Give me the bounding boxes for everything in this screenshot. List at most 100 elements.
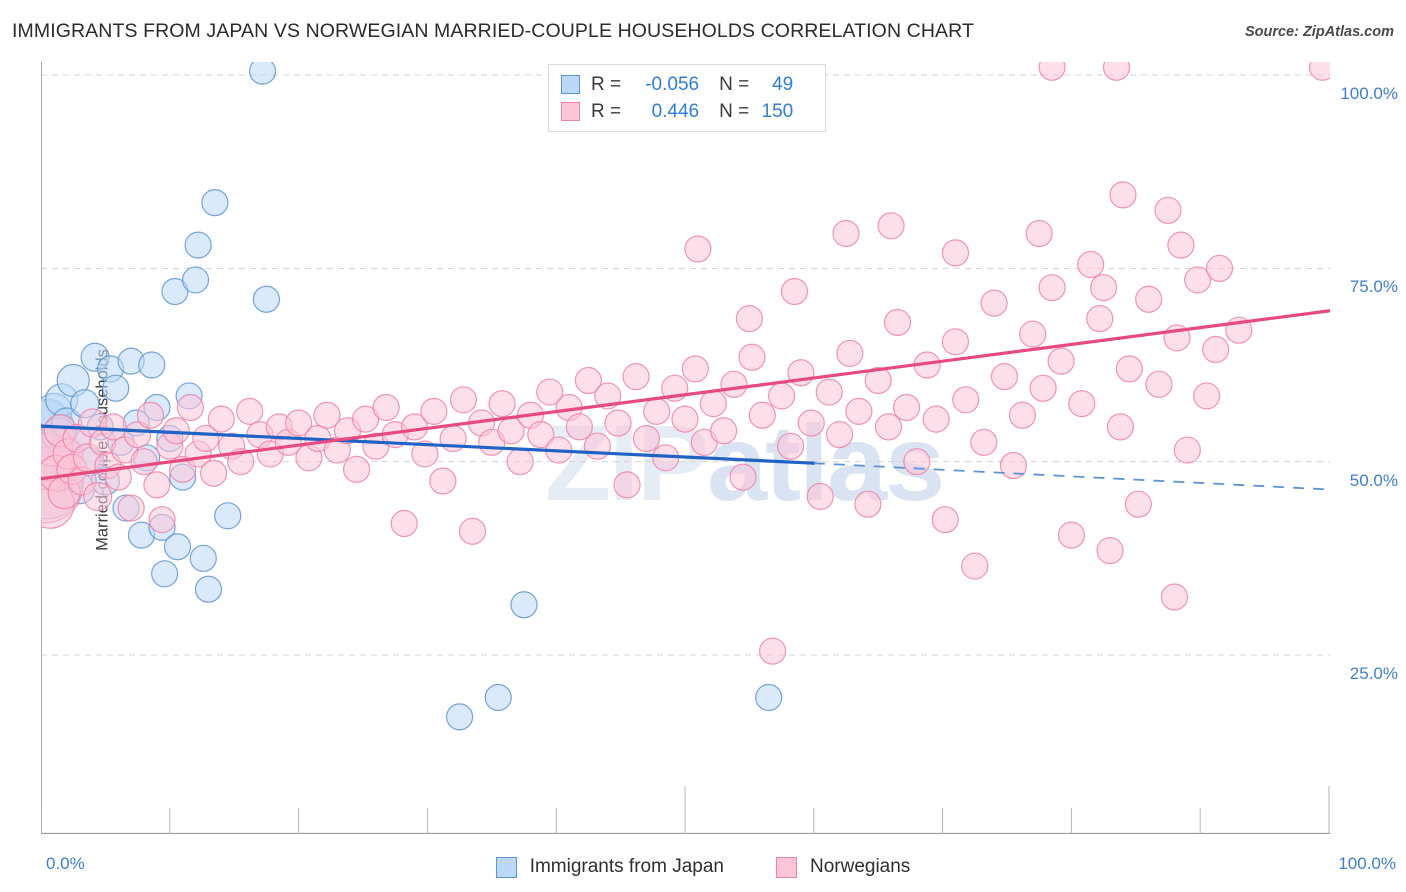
data-point — [130, 448, 158, 476]
data-point — [836, 339, 864, 367]
data-point — [941, 328, 970, 356]
data-point — [1089, 274, 1118, 302]
series-label-japan: Immigrants from Japan — [529, 856, 724, 877]
data-point — [176, 393, 205, 422]
data-point — [1047, 347, 1075, 375]
data-point — [194, 575, 223, 603]
data-point — [1109, 181, 1137, 209]
data-point — [710, 417, 738, 445]
series-swatch-pink-icon — [775, 856, 797, 878]
r-value-japan: -0.056 — [645, 73, 700, 95]
stats-legend-row-japan: R = -0.056 N = 49 — [561, 71, 815, 98]
y-axis-title-wrap: Married-couple Households — [10, 330, 111, 570]
data-point — [1115, 355, 1143, 383]
data-point — [797, 409, 825, 437]
data-point — [510, 591, 538, 619]
data-point — [411, 440, 439, 468]
data-point — [720, 370, 748, 398]
data-point — [458, 517, 487, 545]
data-point — [214, 502, 242, 530]
data-point — [1106, 413, 1134, 441]
data-point — [313, 401, 341, 429]
data-point — [877, 212, 905, 240]
data-point — [999, 451, 1028, 480]
y-axis-tick-100: 100.0% — [1340, 84, 1398, 103]
data-point — [351, 405, 380, 433]
data-point — [1205, 254, 1234, 282]
data-point — [1154, 196, 1182, 224]
data-point — [99, 413, 127, 441]
data-point — [252, 285, 280, 313]
data-point — [604, 409, 632, 437]
data-point — [1086, 305, 1114, 333]
series-legend-item-japan[interactable]: Immigrants from Japan — [495, 856, 724, 878]
data-point — [825, 421, 854, 449]
data-point — [192, 424, 220, 453]
data-point — [527, 421, 555, 449]
data-point — [892, 393, 921, 422]
data-point — [941, 239, 970, 267]
data-point — [1160, 583, 1189, 611]
data-point — [1096, 537, 1124, 565]
data-point — [671, 405, 699, 433]
data-point — [429, 467, 457, 495]
data-point — [1173, 436, 1201, 464]
data-point — [1167, 231, 1195, 259]
data-point — [1008, 401, 1037, 429]
data-point — [446, 703, 474, 731]
y-axis-tick-50: 50.0% — [1349, 470, 1398, 490]
trend-line-japan — [41, 424, 816, 465]
data-point — [1124, 490, 1152, 518]
data-point — [163, 533, 192, 561]
n-label-japan: N = — [719, 73, 750, 95]
data-point — [449, 386, 478, 414]
y-axis-tick-25: 25.0% — [1349, 664, 1398, 683]
stats-legend: R = -0.056 N = 49 R = 0.446 N = 150 — [548, 64, 826, 132]
data-point — [1184, 266, 1212, 294]
trend-line-japan-extrapolated — [813, 462, 1330, 491]
data-point — [755, 683, 783, 712]
data-point — [390, 509, 418, 538]
data-point — [148, 506, 176, 534]
data-point — [420, 397, 448, 425]
data-point — [1308, 62, 1330, 81]
data-point — [123, 421, 152, 449]
data-point — [136, 401, 165, 429]
data-point — [189, 544, 217, 572]
r-label-japan: R = — [591, 73, 622, 95]
data-point — [729, 463, 757, 491]
r-value-norwegians: 0.446 — [651, 100, 700, 122]
data-point — [903, 448, 931, 476]
data-point — [1029, 374, 1057, 402]
page-title: IMMIGRANTS FROM JAPAN VS NORWEGIAN MARRI… — [12, 20, 974, 42]
data-point — [767, 382, 796, 410]
data-point — [1135, 285, 1163, 313]
data-point — [1038, 274, 1066, 302]
data-point — [980, 289, 1008, 317]
data-point — [699, 390, 727, 418]
data-point — [342, 455, 371, 483]
data-point — [285, 409, 313, 437]
data-point — [735, 305, 764, 333]
series-points-norwegians — [41, 62, 1330, 665]
data-point — [632, 424, 660, 453]
data-point — [970, 428, 998, 456]
data-point — [83, 481, 113, 512]
data-point — [1102, 62, 1131, 81]
legend-swatch-blue-icon — [561, 75, 580, 94]
data-point — [1038, 62, 1066, 81]
data-point — [990, 363, 1019, 391]
data-point — [613, 471, 641, 499]
data-point — [372, 393, 400, 422]
data-point — [143, 471, 171, 499]
data-point — [874, 413, 903, 441]
data-point — [565, 413, 593, 441]
series-legend-item-norwegians[interactable]: Norwegians — [775, 856, 910, 878]
n-value-norwegians: 150 — [761, 100, 794, 122]
data-point — [574, 366, 603, 395]
stats-legend-row-norwegians: R = 0.446 N = 150 — [561, 98, 815, 125]
data-point — [832, 219, 860, 248]
x-axis-max-label: 100.0% — [1338, 854, 1396, 873]
data-point — [777, 432, 805, 460]
data-point — [248, 62, 277, 85]
